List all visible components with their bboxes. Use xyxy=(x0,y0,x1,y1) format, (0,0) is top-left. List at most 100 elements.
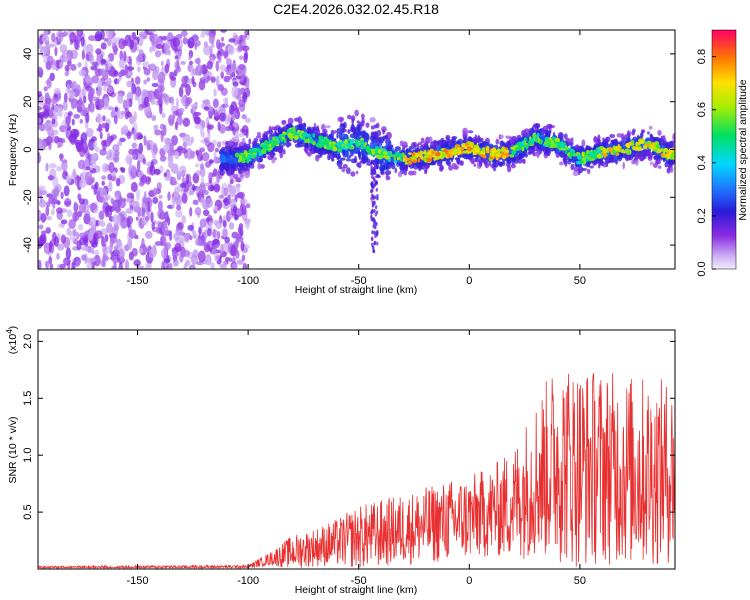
spectrogram-cell xyxy=(69,32,77,43)
spectrogram-cell xyxy=(479,154,484,157)
spectrogram-cell xyxy=(459,160,464,166)
spectrogram-cell xyxy=(175,65,182,73)
spectrogram-cell xyxy=(149,46,154,53)
spectrogram-cell xyxy=(247,154,253,158)
spectrogram-cell xyxy=(571,155,576,163)
colorbar-tick-label: 0.6 xyxy=(696,102,708,117)
spectrogram-cell xyxy=(153,168,161,175)
spectrogram-cell xyxy=(241,198,248,204)
spectrogram-cell xyxy=(45,162,49,172)
spectrogram-cell xyxy=(347,129,351,135)
spectrogram-cell xyxy=(405,148,409,153)
spectrogram-cell xyxy=(48,241,53,253)
spectrogram-cell xyxy=(247,163,251,172)
spectrogram-cell xyxy=(423,157,427,163)
spectrogram-cell xyxy=(332,146,338,151)
spectrogram-cell xyxy=(75,260,81,267)
spectrogram-cell xyxy=(163,172,167,177)
spectrogram-cell xyxy=(108,161,115,173)
colorbar-ticks: 0.00.20.40.60.8 xyxy=(696,49,716,277)
spectrogram-cell xyxy=(499,148,506,152)
spectrogram-cell xyxy=(390,161,395,166)
spectrogram-cell xyxy=(134,76,141,85)
spectrogram-cell xyxy=(630,140,635,145)
spectrogram-cell xyxy=(304,142,309,149)
spectrogram-cell xyxy=(477,147,481,152)
spectrogram-cell xyxy=(226,64,232,70)
spectrogram-cell xyxy=(91,75,100,84)
spectrogram-cell xyxy=(304,139,308,143)
spectrogram-cell xyxy=(671,152,674,157)
spectrogram-cell xyxy=(315,143,321,147)
spectrogram-cell xyxy=(103,37,109,42)
spectrogram-cell xyxy=(102,253,106,264)
spectrogram-cell xyxy=(205,253,212,266)
spectrogram-cell xyxy=(94,230,103,240)
spectrogram-cell xyxy=(134,86,142,98)
spectrogram-cell xyxy=(201,120,206,129)
spectrogram-cell xyxy=(178,107,185,113)
spectrogram-cell xyxy=(128,59,133,67)
spectrogram-cell xyxy=(270,144,276,148)
spectrogram-cell xyxy=(97,79,103,91)
spectrogram-cell xyxy=(530,137,535,142)
spectrogram-cell xyxy=(211,239,220,245)
spectrogram-cell xyxy=(229,157,235,165)
spectrogram-cell xyxy=(172,37,180,48)
spectrogram-cell xyxy=(492,165,497,172)
snr-x-ticks: -150 -100 -50 0 50 xyxy=(127,330,586,587)
spectrogram-cell xyxy=(45,136,54,144)
spectrogram-cell xyxy=(373,183,376,188)
spectrogram-cell xyxy=(308,145,313,152)
spectrogram-cell xyxy=(310,126,317,132)
spectrogram-cell xyxy=(602,141,606,147)
spectrogram-cell xyxy=(201,30,206,37)
spectrogram-cell xyxy=(372,161,376,166)
spectrogram-cell xyxy=(84,157,89,167)
spectrogram-cell xyxy=(234,152,240,158)
spectrogram-cell xyxy=(41,34,50,44)
spectrogram-cell xyxy=(164,63,170,74)
spectrogram-cell xyxy=(152,187,158,196)
spectrogram-cell xyxy=(118,58,125,69)
spectrogram-cell xyxy=(404,161,409,165)
spectrogram-cell xyxy=(282,148,286,155)
spectrogram-cell xyxy=(448,165,454,171)
spectrogram-cell xyxy=(288,135,294,139)
spectrogram-cell xyxy=(371,200,374,205)
spectrogram-cell xyxy=(162,234,167,246)
spectrogram-cell xyxy=(45,42,49,55)
spectrogram-cell xyxy=(585,157,589,162)
spectrogram-cell xyxy=(136,160,141,172)
spectrogram-cell xyxy=(113,223,120,231)
spectrogram-cell xyxy=(59,263,66,269)
spectrogram-cell xyxy=(126,208,132,214)
spectrogram-cell xyxy=(205,197,214,209)
spectrogram-cell xyxy=(79,119,83,124)
spectrogram-cell xyxy=(229,186,236,197)
spectrogram-cell xyxy=(222,220,227,228)
spectrogram-cell xyxy=(47,43,55,48)
spectrogram-cell xyxy=(167,216,171,226)
spectrogram-cell xyxy=(509,136,516,144)
spectrogram-cell xyxy=(542,143,547,147)
spectrogram-cell xyxy=(550,144,554,149)
spectrogram-cell xyxy=(187,224,194,231)
spectrogram-cell xyxy=(152,196,159,204)
spectrogram-cell xyxy=(373,230,376,235)
spectrogram-cell xyxy=(557,146,562,150)
spectrogram-cell xyxy=(545,148,550,155)
spectrogram-cell xyxy=(244,30,248,39)
spectrogram-cell xyxy=(635,141,640,147)
spectrogram-cell xyxy=(85,127,94,138)
spectrogram-cell xyxy=(53,136,60,144)
spectrogram-cell xyxy=(325,139,332,143)
spectrogram-cell xyxy=(396,156,401,161)
spectrogram-cell xyxy=(220,243,224,254)
spectrogram-cell xyxy=(315,154,320,162)
spectrogram-cell xyxy=(587,161,591,167)
x-tick-label: -150 xyxy=(127,575,149,587)
spectrogram-cell xyxy=(414,152,419,158)
spectrogram-cell xyxy=(214,254,220,262)
spectrogram-cell xyxy=(200,131,206,139)
